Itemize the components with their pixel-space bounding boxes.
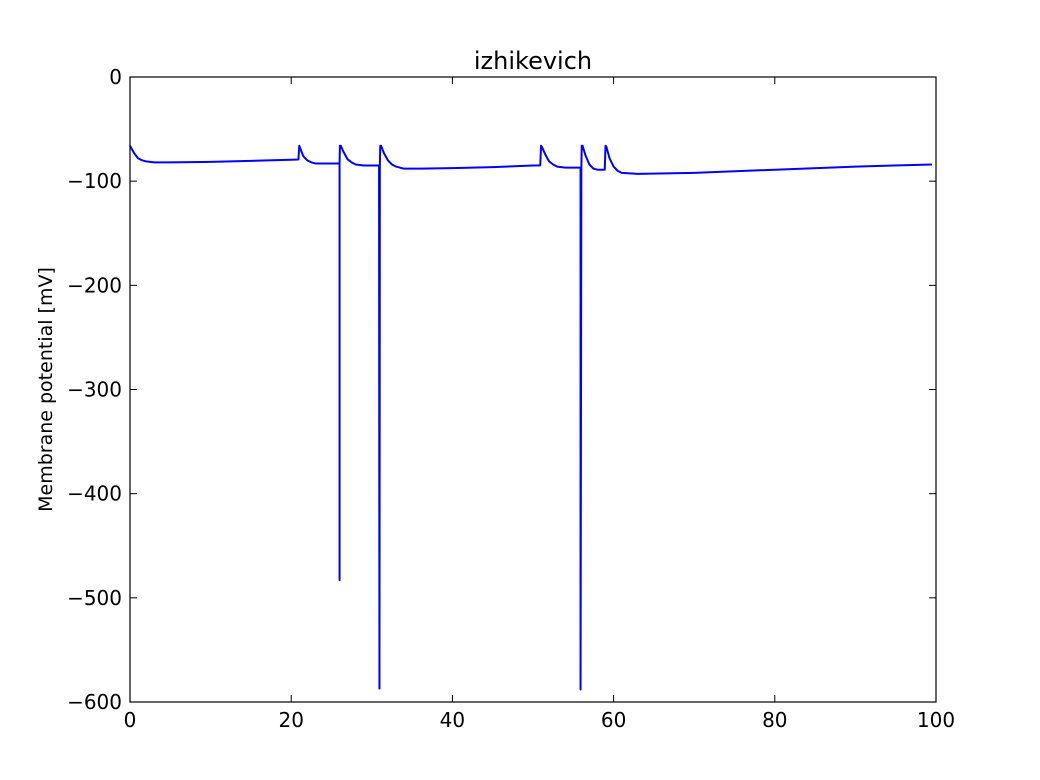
y-tick-label: 0 [109,65,122,89]
y-tick-label: −600 [67,690,122,714]
x-tick-label: 60 [601,708,626,732]
ticks-layer: 0 20 40 60 80 100 0 −100 −200 −300 −400 −500 −600 [67,65,955,732]
y-tick-label: −400 [67,482,122,506]
chart-title: izhikevich [474,47,592,75]
y-axis-title: Membrane potential [mV] [35,267,57,512]
x-tick-label: 20 [278,708,303,732]
x-tick-label: 80 [762,708,787,732]
y-tick-label: −300 [67,378,122,402]
y-tick-label: −200 [67,273,122,297]
y-tick-label: −100 [67,169,122,193]
series-line-0 [129,144,932,691]
plot-area [130,77,936,702]
x-tick-label: 100 [917,708,955,732]
series-layer [129,144,932,691]
x-tick-label: 0 [124,708,137,732]
x-tick-label: 40 [440,708,465,732]
y-tick-label: −500 [67,586,122,610]
